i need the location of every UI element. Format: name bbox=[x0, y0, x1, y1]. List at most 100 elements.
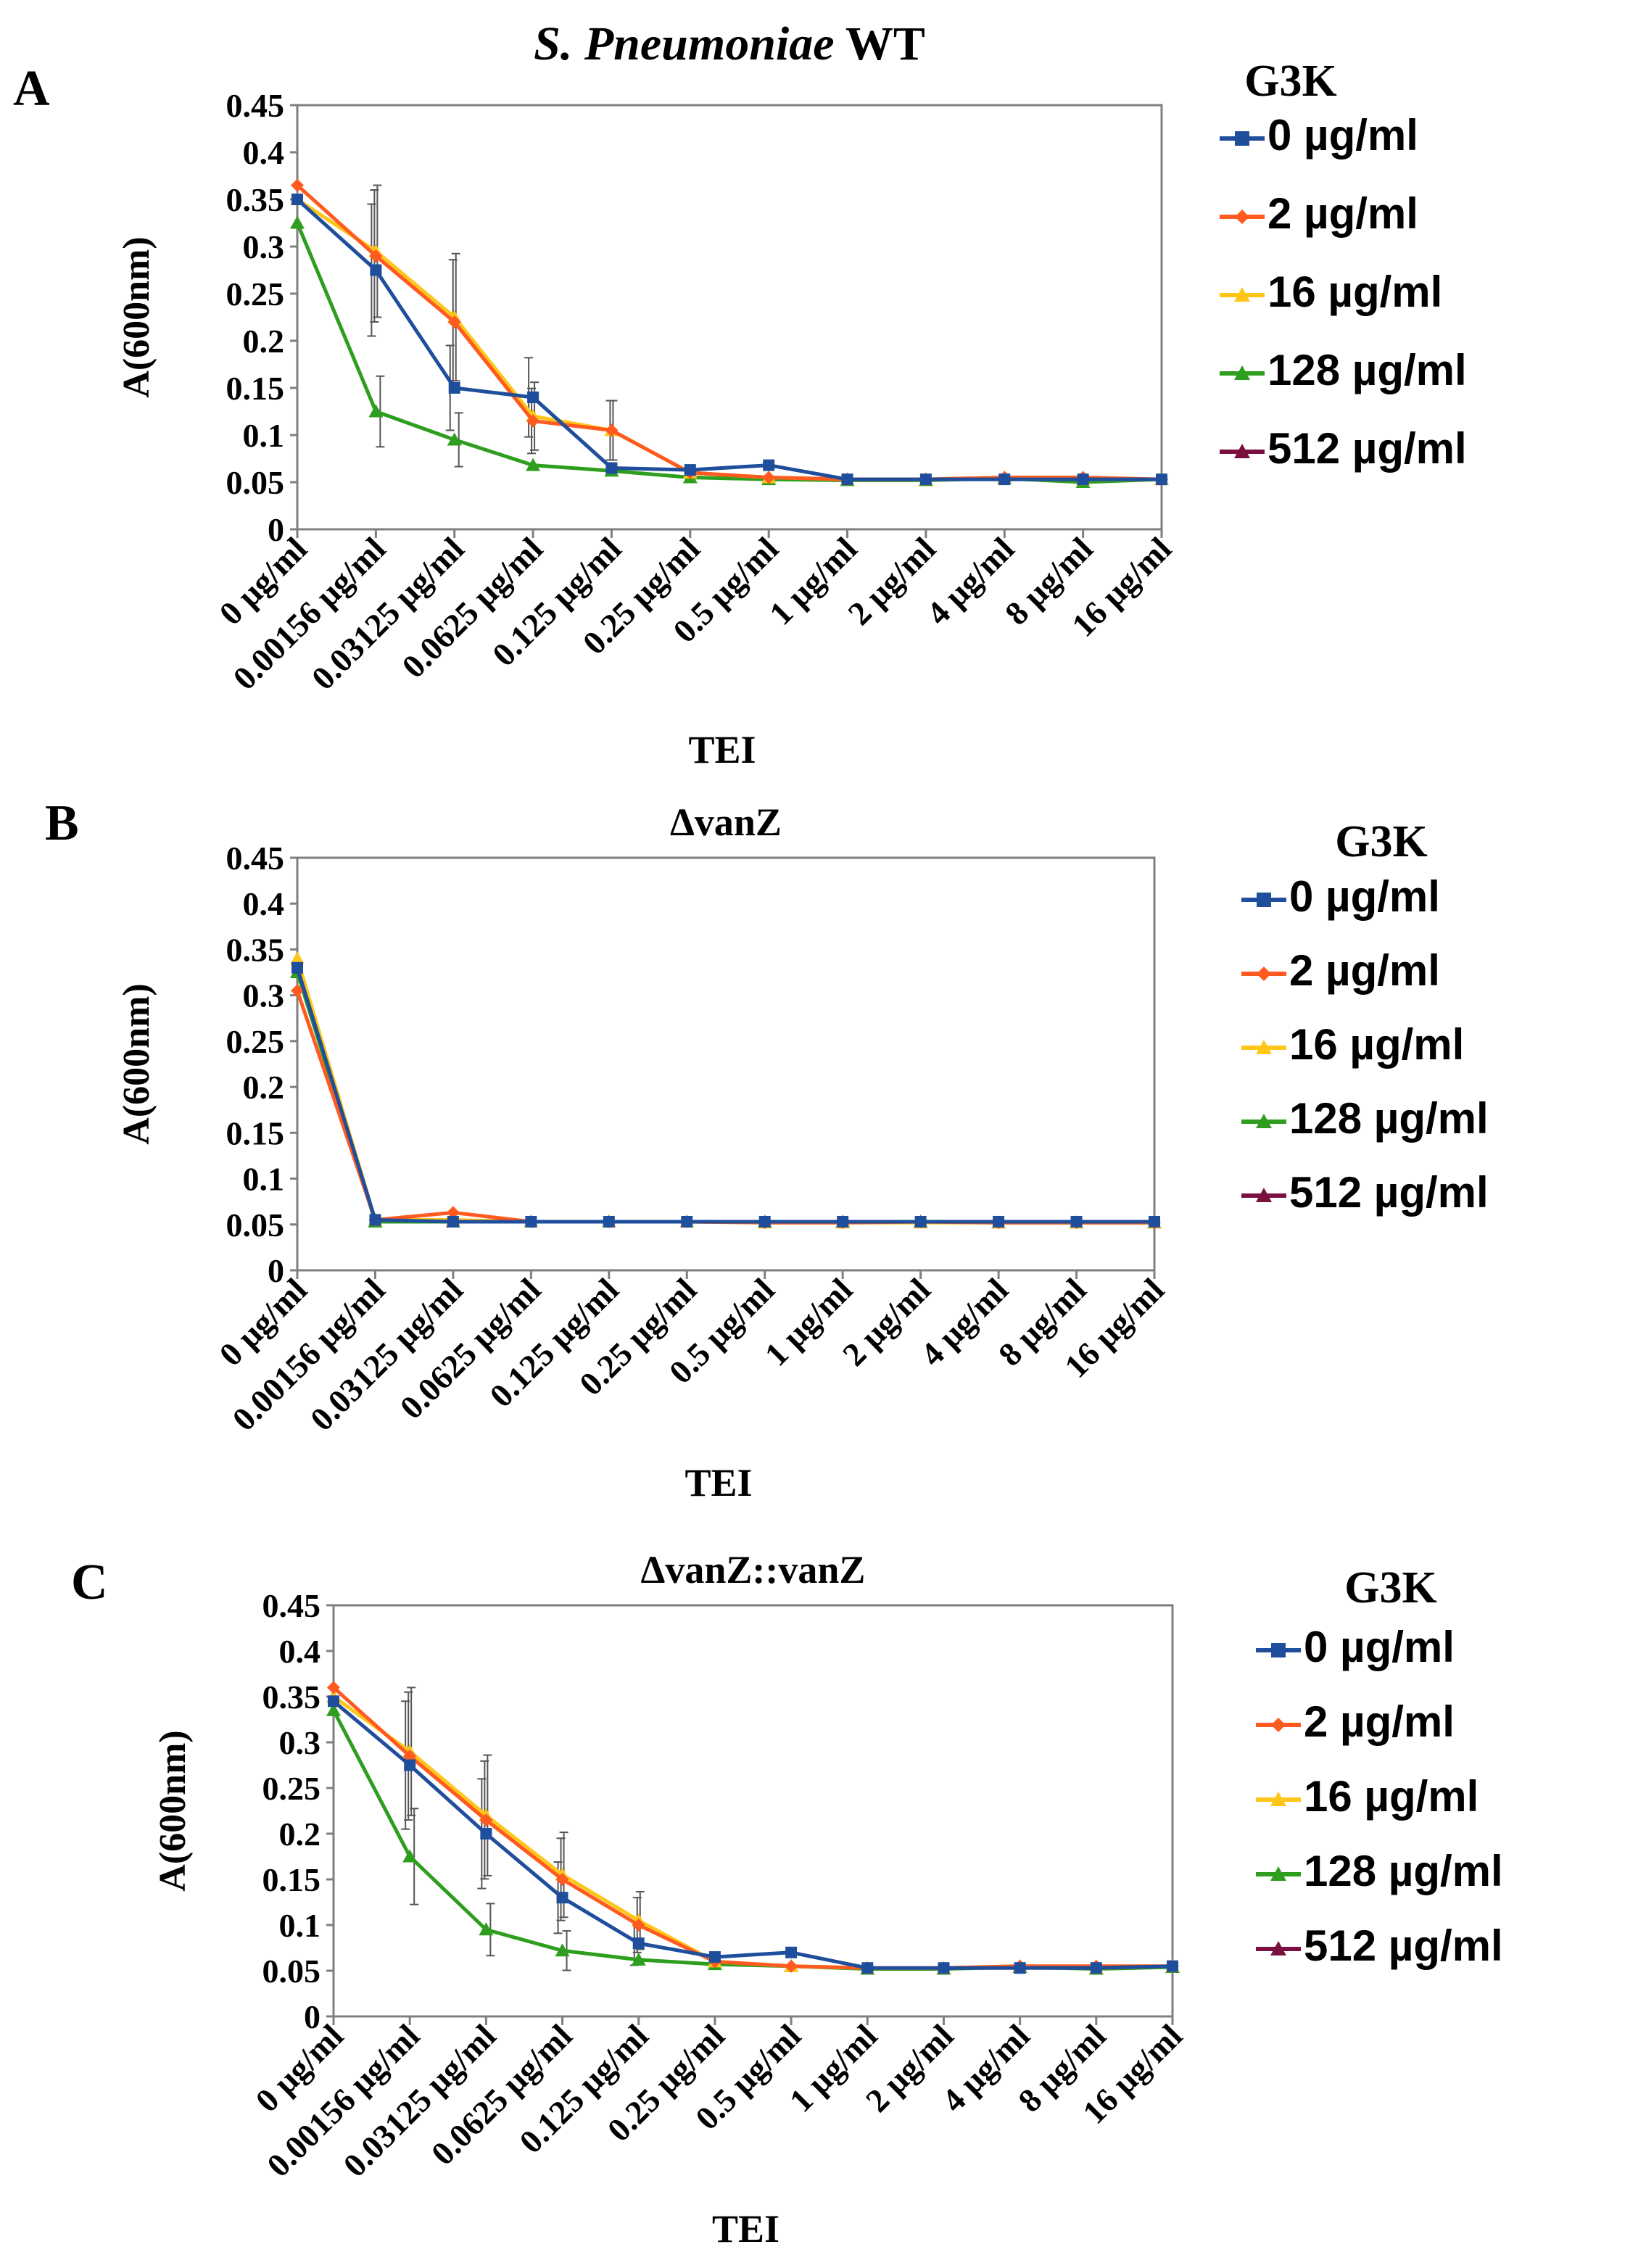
legend-label: 16 µg/ml bbox=[1304, 1772, 1478, 1821]
y-tick-label: 0.3 bbox=[243, 977, 285, 1014]
chart-title: S. Pneumoniae WT bbox=[534, 17, 925, 70]
x-tick-label: 1 µg/ml bbox=[762, 530, 864, 632]
data-point bbox=[1149, 1215, 1160, 1228]
legend-label: 0 µg/ml bbox=[1304, 1623, 1455, 1671]
legend-marker bbox=[1256, 1188, 1272, 1202]
x-tick-label: 4 µg/ml bbox=[919, 530, 1022, 632]
data-point bbox=[291, 194, 303, 205]
series-line-0 bbox=[295, 967, 1154, 1224]
y-tick-label: 0.2 bbox=[279, 1816, 321, 1853]
data-point bbox=[555, 1943, 570, 1957]
data-point bbox=[369, 1214, 381, 1226]
data-point bbox=[1014, 1962, 1026, 1974]
x-axis-label: TEI bbox=[685, 1461, 752, 1505]
legend-marker bbox=[1270, 1866, 1286, 1881]
data-point bbox=[479, 1922, 494, 1936]
y-tick-label: 0 bbox=[268, 511, 284, 548]
data-point bbox=[555, 1873, 569, 1886]
y-axis-label: A(600nm) bbox=[116, 236, 157, 397]
chart-title: ΔvanZ::vanZ bbox=[641, 1548, 866, 1592]
data-point bbox=[762, 471, 776, 484]
series-line-2 bbox=[332, 1694, 1173, 1970]
data-point bbox=[684, 464, 696, 476]
data-point bbox=[291, 984, 304, 998]
y-tick-label: 0 bbox=[268, 1252, 284, 1289]
legend-label: 128 µg/ml bbox=[1289, 1094, 1489, 1143]
series-line-1 bbox=[296, 183, 1162, 481]
legend-label: 128 µg/ml bbox=[1267, 346, 1467, 394]
data-point bbox=[861, 1962, 874, 1974]
data-point bbox=[326, 1702, 341, 1716]
data-point bbox=[527, 392, 539, 403]
y-tick-label: 0.45 bbox=[262, 1587, 321, 1624]
data-point bbox=[404, 1759, 416, 1771]
legend-label: 512 µg/ml bbox=[1289, 1168, 1489, 1217]
data-point bbox=[328, 1695, 339, 1708]
data-point bbox=[632, 1937, 645, 1950]
data-point bbox=[327, 1681, 340, 1694]
data-point bbox=[403, 1749, 417, 1763]
legend-marker bbox=[1271, 1643, 1286, 1657]
data-point bbox=[1070, 1215, 1083, 1228]
x-tick-label: 4 µg/ml bbox=[914, 1271, 1016, 1373]
y-tick-label: 0.05 bbox=[226, 464, 285, 501]
legend-label: 512 µg/ml bbox=[1304, 1921, 1503, 1970]
data-point bbox=[368, 404, 384, 418]
legend-marker bbox=[1270, 1941, 1286, 1955]
y-tick-label: 0.2 bbox=[243, 323, 285, 360]
data-point bbox=[603, 1215, 615, 1228]
legend-title: G3K bbox=[1244, 57, 1336, 106]
y-tick-label: 0 bbox=[304, 1998, 320, 2035]
panel-a: A S. Pneumoniae WT 0 0.05 0.1 0.15 0.2 0.25 0.3 0… bbox=[13, 17, 1467, 771]
legend-label: 512 µg/ml bbox=[1267, 424, 1467, 473]
panel-letter: A bbox=[13, 61, 50, 117]
series-line-2 bbox=[296, 197, 1162, 481]
legend-label: 2 µg/ml bbox=[1304, 1697, 1455, 1746]
data-point bbox=[480, 1828, 492, 1839]
series-line-2 bbox=[295, 958, 1154, 1225]
y-tick-label: 0.15 bbox=[262, 1861, 321, 1898]
y-tick-label: 0.45 bbox=[226, 840, 285, 877]
y-tick-label: 0.45 bbox=[226, 87, 285, 124]
legend-label: 0 µg/ml bbox=[1267, 111, 1418, 160]
data-point bbox=[446, 1206, 460, 1220]
x-tick-label: 2 µg/ml bbox=[840, 530, 943, 632]
y-tick-label: 0.2 bbox=[243, 1069, 285, 1106]
x-tick-label: 2 µg/ml bbox=[835, 1271, 938, 1373]
series-line-3 bbox=[295, 972, 1154, 1225]
data-point bbox=[291, 178, 304, 192]
data-point bbox=[837, 1215, 849, 1228]
data-point bbox=[402, 1849, 418, 1863]
data-point bbox=[993, 1215, 1005, 1228]
series-line-3 bbox=[331, 1709, 1173, 1971]
data-point bbox=[681, 1215, 693, 1228]
legend-marker bbox=[1256, 1040, 1272, 1054]
legend-marker bbox=[1234, 287, 1250, 302]
x-axis-label: TEI bbox=[712, 2207, 779, 2251]
legend-label: 128 µg/ml bbox=[1304, 1847, 1503, 1895]
data-point bbox=[526, 458, 541, 471]
legend-marker bbox=[1234, 444, 1250, 458]
data-point bbox=[785, 1959, 798, 1973]
data-point bbox=[290, 215, 305, 229]
legend-label: 16 µg/ml bbox=[1289, 1020, 1464, 1069]
data-point bbox=[370, 264, 382, 276]
series-line-0 bbox=[332, 1700, 1173, 1970]
x-axis-label: TEI bbox=[688, 728, 756, 771]
plot-area-frame bbox=[332, 1604, 1174, 2018]
plot-area-frame bbox=[296, 856, 1156, 1272]
data-point bbox=[525, 1215, 537, 1228]
x-tick-label: 1 µg/ml bbox=[758, 1271, 860, 1373]
y-tick-label: 0.1 bbox=[243, 417, 285, 454]
data-point bbox=[758, 1215, 771, 1228]
data-point bbox=[556, 1892, 568, 1904]
data-point bbox=[1090, 1962, 1102, 1974]
legend-title: G3K bbox=[1335, 817, 1427, 866]
data-point bbox=[998, 473, 1011, 486]
y-tick-label: 0.15 bbox=[226, 1114, 285, 1151]
y-tick-label: 0.4 bbox=[243, 134, 285, 171]
data-point bbox=[914, 1215, 927, 1228]
y-tick-label: 0.35 bbox=[262, 1679, 321, 1716]
legend-marker bbox=[1257, 893, 1271, 907]
data-point bbox=[447, 1215, 459, 1228]
